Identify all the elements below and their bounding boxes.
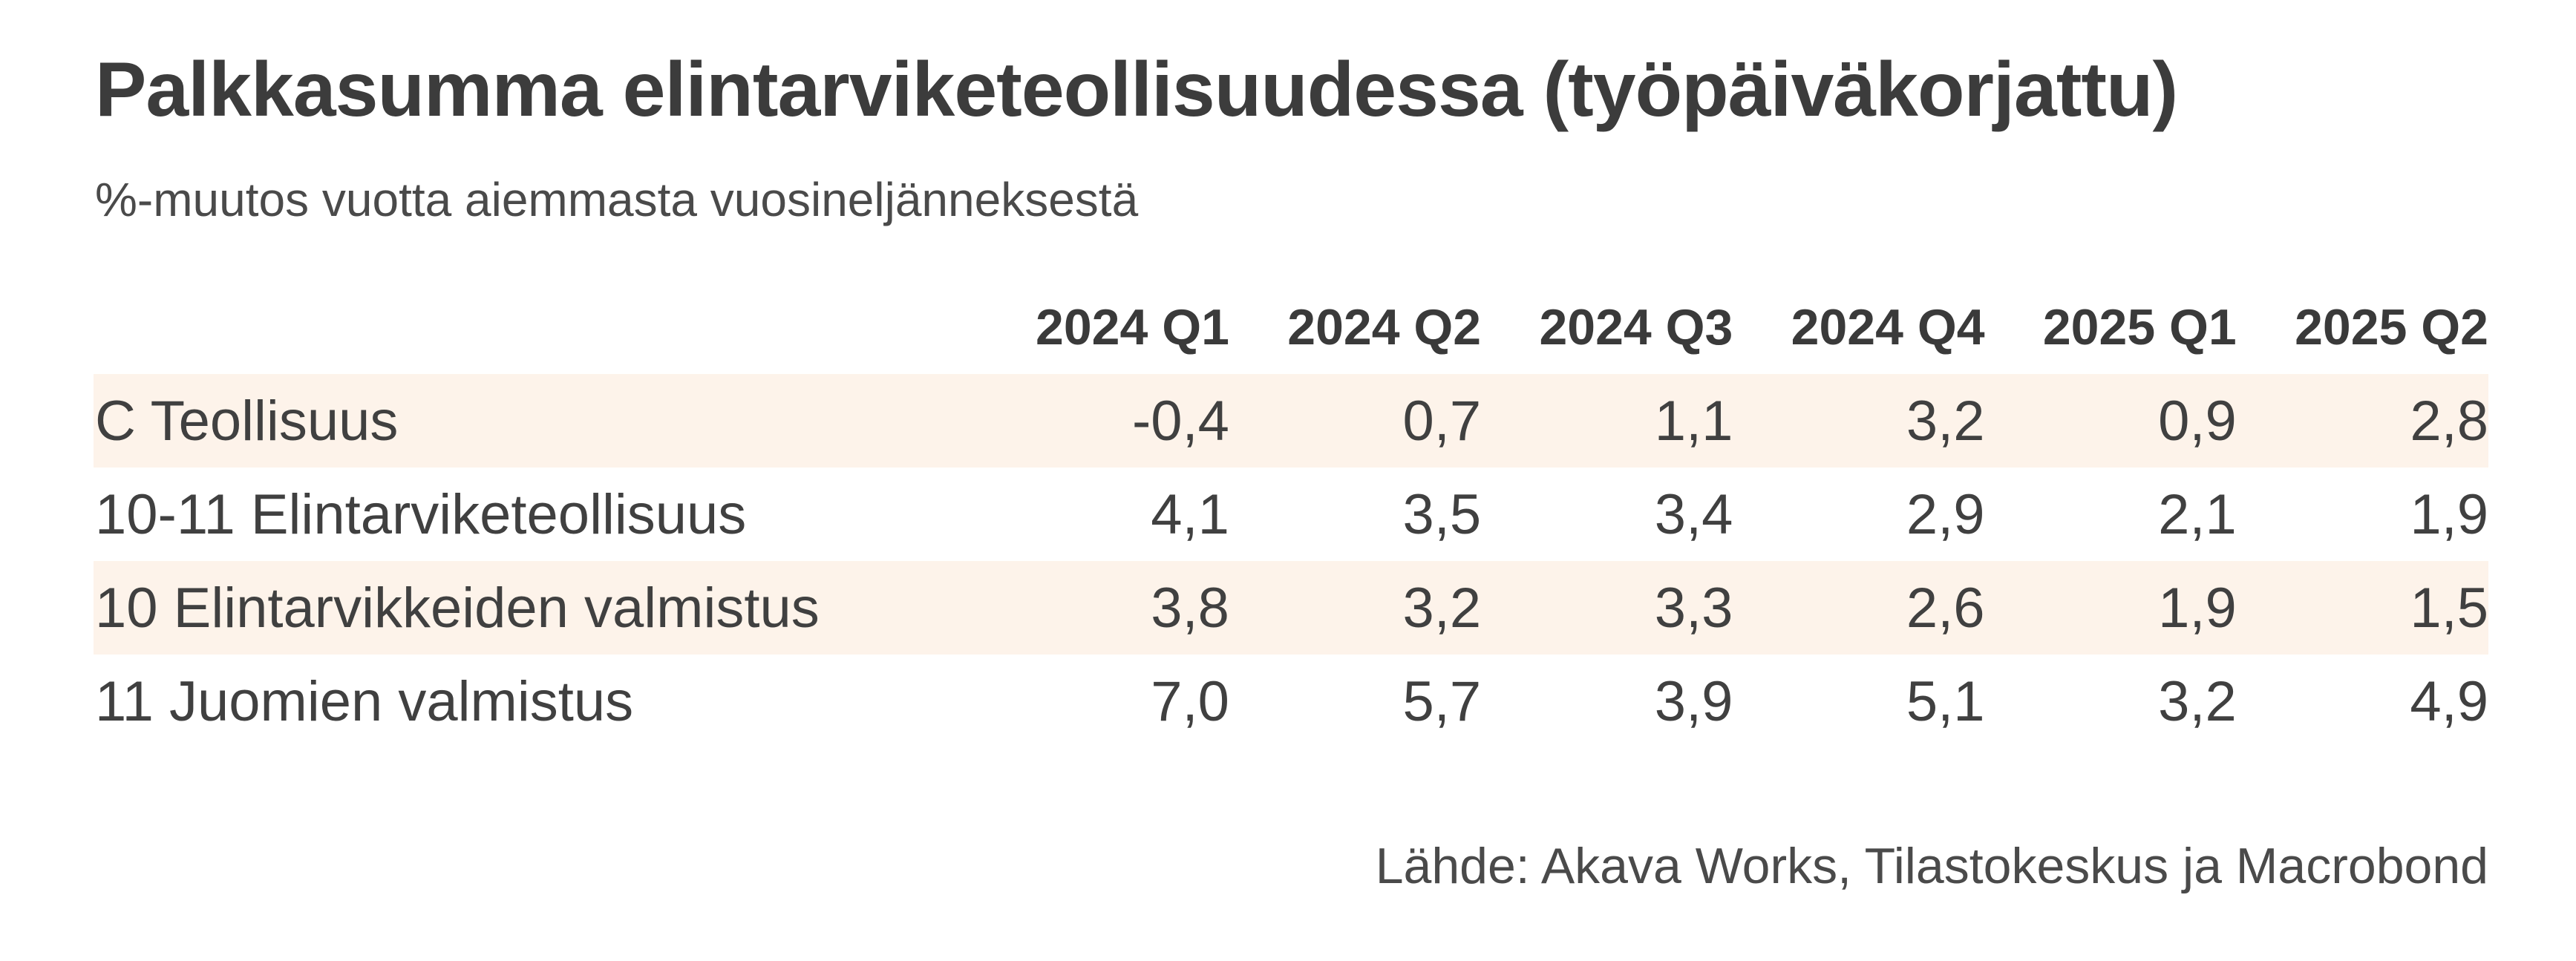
- table-cell: 4,1: [1151, 482, 1229, 546]
- row-label: 10 Elintarvikkeiden valmistus: [94, 561, 978, 655]
- row-label: 11 Juomien valmistus: [95, 669, 634, 733]
- table-cell: 1,9: [1984, 561, 2237, 655]
- table-cell: 3,4: [1654, 482, 1733, 546]
- data-table: 2024 Q1 2024 Q2 2024 Q3 2024 Q4 2025 Q1 …: [94, 281, 2488, 748]
- table-cell: 5,7: [1402, 669, 1482, 733]
- table-cell: 3,9: [1654, 669, 1733, 733]
- header-corner: [94, 281, 978, 374]
- table-cell: 1,9: [2410, 482, 2488, 546]
- table-row: C Teollisuus -0,4 0,7 1,1 3,2 0,9 2,8: [94, 374, 2488, 468]
- column-header: 2024 Q3: [1539, 299, 1733, 355]
- table-cell: 2,9: [1906, 482, 1985, 546]
- header-row: 2024 Q1 2024 Q2 2024 Q3 2024 Q4 2025 Q1 …: [94, 281, 2488, 374]
- table-cell: 3,5: [1402, 482, 1482, 546]
- table-cell: 3,2: [1229, 561, 1482, 655]
- column-header: 2024 Q1: [1036, 299, 1229, 355]
- column-header: 2025 Q2: [2295, 299, 2488, 355]
- column-header: 2024 Q4: [1791, 299, 1985, 355]
- table-row: 10 Elintarvikkeiden valmistus 3,8 3,2 3,…: [94, 561, 2488, 655]
- table-cell: -0,4: [977, 374, 1229, 468]
- table-cell: 5,1: [1906, 669, 1985, 733]
- table-cell: 7,0: [1151, 669, 1229, 733]
- table-cell: 3,3: [1481, 561, 1733, 655]
- chart-title: Palkkasumma elintarviketeollisuudessa (t…: [95, 47, 2178, 133]
- table-cell: 0,9: [1984, 374, 2237, 468]
- table-row: 11 Juomien valmistus 7,0 5,7 3,9 5,1 3,2…: [94, 655, 2488, 748]
- table-cell: 2,8: [2236, 374, 2488, 468]
- row-label: C Teollisuus: [94, 374, 978, 468]
- chart-subtitle: %-muutos vuotta aiemmasta vuosineljännek…: [95, 173, 1139, 226]
- table-cell: 0,7: [1229, 374, 1482, 468]
- table-cell: 2,6: [1733, 561, 1985, 655]
- table-cell: 3,2: [2158, 669, 2237, 733]
- table-cell: 1,5: [2236, 561, 2488, 655]
- table-row: 10-11 Elintarviketeollisuus 4,1 3,5 3,4 …: [94, 468, 2488, 561]
- column-header: 2024 Q2: [1287, 299, 1482, 355]
- table-cell: 3,2: [1733, 374, 1985, 468]
- table-cell: 3,8: [977, 561, 1229, 655]
- table-cell: 4,9: [2410, 669, 2488, 733]
- source-note: Lähde: Akava Works, Tilastokeskus ja Mac…: [1375, 838, 2488, 894]
- table-cell: 2,1: [2158, 482, 2237, 546]
- column-header: 2025 Q1: [2042, 299, 2237, 355]
- table-cell: 1,1: [1481, 374, 1733, 468]
- row-label: 10-11 Elintarviketeollisuus: [95, 482, 747, 546]
